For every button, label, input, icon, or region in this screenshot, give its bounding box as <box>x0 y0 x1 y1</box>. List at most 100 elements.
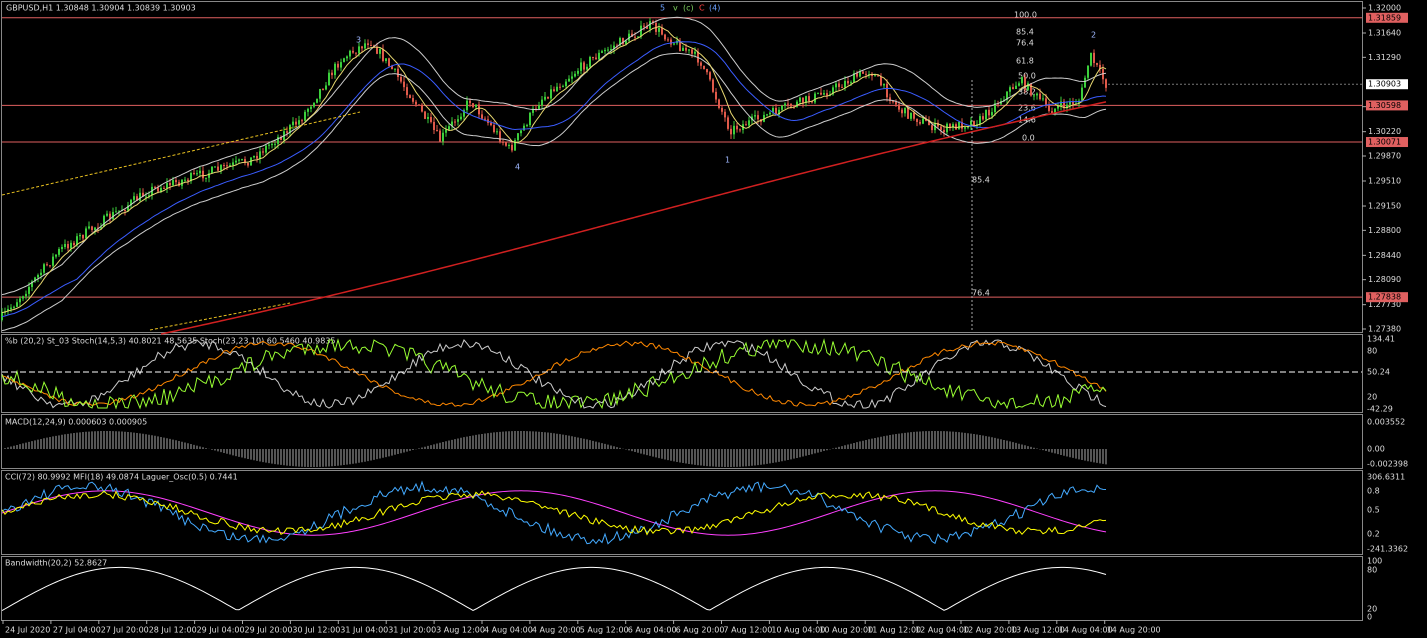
candle-body <box>637 36 639 38</box>
fib-label: 0.0 <box>1022 134 1035 143</box>
mfi-line <box>1 490 1107 536</box>
candle-body <box>661 27 663 35</box>
candle-body <box>931 125 933 131</box>
candle-body <box>115 211 117 213</box>
candle-body <box>424 111 426 119</box>
candle-body <box>964 127 966 129</box>
fib-label: 85.4 <box>1016 28 1034 37</box>
candle-body <box>259 151 261 159</box>
candle-body <box>856 73 858 77</box>
candle-body <box>985 109 987 120</box>
candle-body <box>1069 101 1071 105</box>
candle-body <box>706 68 708 73</box>
candle-body <box>355 52 357 54</box>
candle-body <box>67 243 69 249</box>
candle-body <box>733 125 735 135</box>
candle-body <box>862 71 864 74</box>
candle-body <box>505 142 507 146</box>
candle-body <box>892 101 894 103</box>
candle-body <box>286 131 288 133</box>
panel-title: %b (20,2) St_03 Stoch(14,5,3) 40.8021 48… <box>5 337 336 346</box>
candle-body <box>727 117 729 129</box>
candle-body <box>562 86 564 88</box>
time-label: 30 Jul 12:00 <box>292 626 340 635</box>
candle-body <box>604 49 606 52</box>
candle-body <box>940 126 942 130</box>
candle-body <box>184 179 186 181</box>
level-label: 1.30598 <box>1368 101 1401 110</box>
price-label: 1.32000 <box>1368 4 1401 13</box>
candle-body <box>64 243 66 247</box>
panel-axes: 134.41 80 50.24 20 -42.29 0.003552 0.00 … <box>1367 335 1408 622</box>
candle-body <box>967 126 969 128</box>
candle-body <box>202 170 204 179</box>
candle-body <box>721 107 723 112</box>
candle-body <box>754 115 756 117</box>
candle-body <box>988 109 990 116</box>
candle-body <box>187 179 189 182</box>
candle-body <box>106 213 108 216</box>
time-label: 28 Jul 12:00 <box>149 626 197 635</box>
ma-mid <box>1 41 1107 318</box>
bandwidth-line <box>1 566 1107 612</box>
candle-body <box>643 25 645 27</box>
candle-body <box>1018 83 1020 86</box>
candle-body <box>1036 93 1038 96</box>
panel-title: MACD(12,24,9) 0.000603 0.000905 <box>5 418 147 427</box>
axis-label: -0.002398 <box>1367 460 1408 469</box>
candle-body <box>679 40 681 51</box>
candle-body <box>76 236 78 246</box>
fib-label: 100.0 <box>1014 11 1037 20</box>
candle-body <box>766 114 768 116</box>
candle-body <box>394 68 396 70</box>
candle-body <box>370 44 372 46</box>
candle-body <box>523 125 525 131</box>
candle-body <box>37 274 39 278</box>
candle-body <box>622 38 624 45</box>
candle-body <box>334 63 336 76</box>
candle-body <box>601 51 603 53</box>
candle-body <box>352 50 354 53</box>
candle-body <box>70 242 72 249</box>
symbol-header: GBPUSD,H1 1.30848 1.30904 1.30839 1.3090… <box>6 4 196 13</box>
price-label: 1.29150 <box>1368 202 1401 211</box>
candle-body <box>16 302 18 307</box>
candle-body <box>277 136 279 144</box>
candle-body <box>409 95 411 99</box>
candle-body <box>19 298 21 303</box>
candle-body <box>682 47 684 51</box>
time-label: 6 Aug 04:00 <box>628 626 677 635</box>
candle-body <box>223 165 225 167</box>
candle-body <box>898 104 900 110</box>
candle-body <box>208 173 210 178</box>
candle-body <box>112 212 114 220</box>
candle-body <box>868 74 870 76</box>
candle-body <box>700 62 702 66</box>
wave-label: 3 <box>356 36 361 45</box>
candle-body <box>565 81 567 87</box>
candle-body <box>445 129 447 133</box>
candle-body <box>139 192 141 201</box>
candle-body <box>571 76 573 79</box>
candle-body <box>55 254 57 257</box>
candle-body <box>163 187 165 189</box>
wave-label: C <box>699 4 705 13</box>
candle-body <box>1039 93 1041 100</box>
candle-body <box>226 165 228 167</box>
time-label: 31 Jul 20:00 <box>388 626 436 635</box>
candle-body <box>955 124 957 130</box>
candle-body <box>304 111 306 121</box>
candle-body <box>199 170 201 174</box>
fib-label: 50.0 <box>1018 72 1036 81</box>
candle-body <box>1027 83 1029 90</box>
candle-body <box>109 213 111 220</box>
time-label: 27 Jul 04:00 <box>53 626 101 635</box>
candle-body <box>58 249 60 255</box>
candle-body <box>709 72 711 80</box>
candle-body <box>808 96 810 101</box>
candle-body <box>232 162 234 165</box>
candle-body <box>547 96 549 99</box>
candle-body <box>1048 104 1050 112</box>
candle-body <box>448 126 450 130</box>
candle-body <box>133 196 135 200</box>
